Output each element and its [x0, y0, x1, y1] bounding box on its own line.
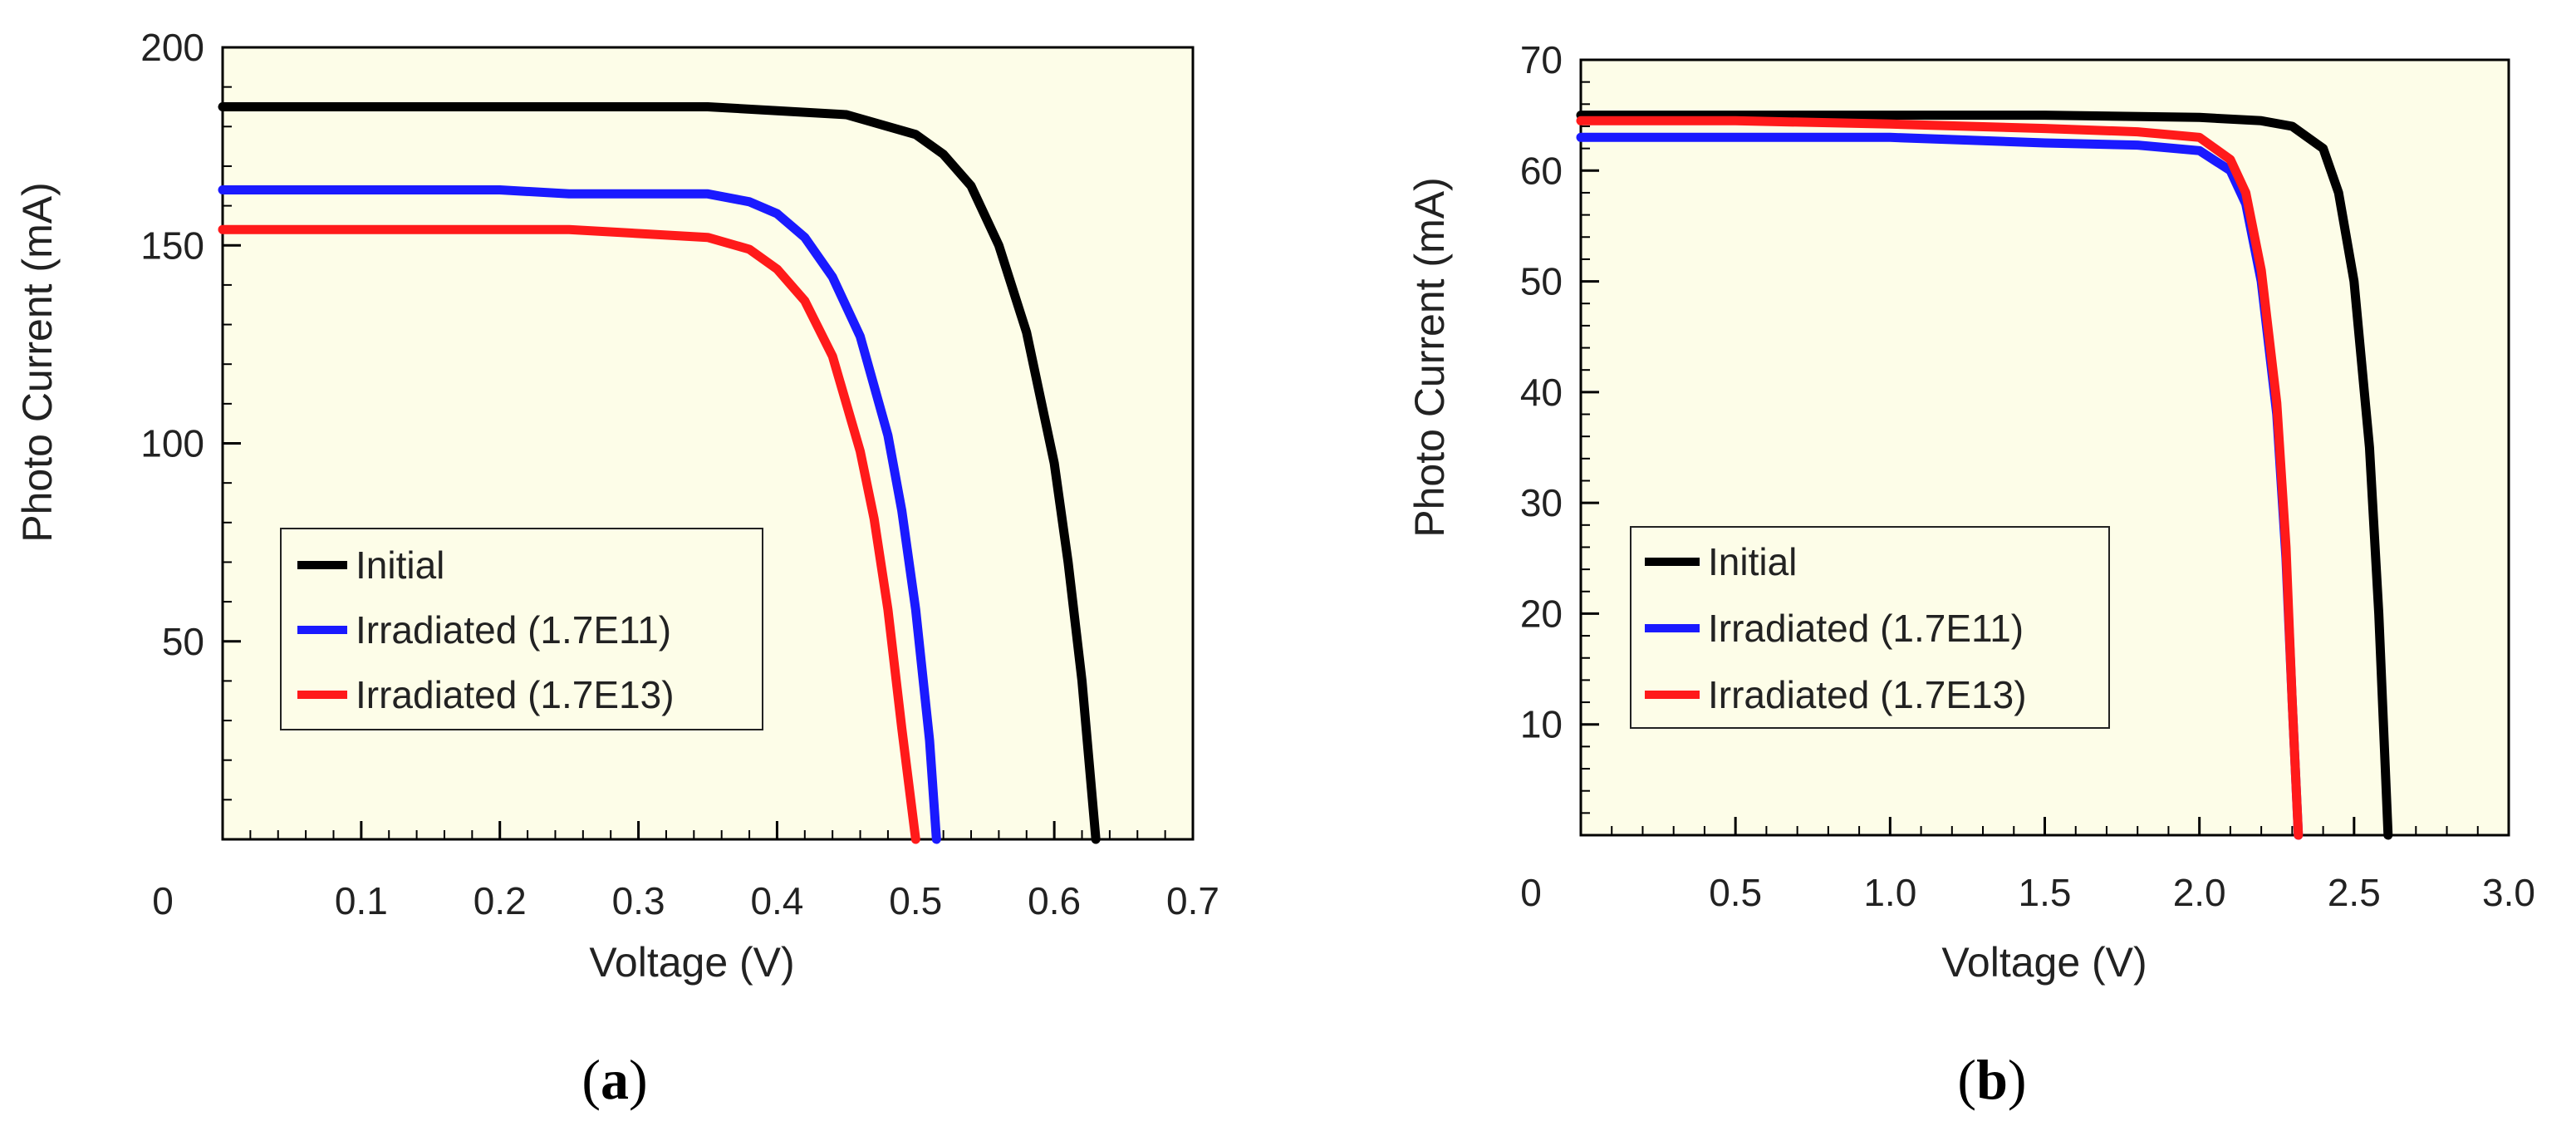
x-tick-label: 3.0	[2482, 871, 2535, 914]
origin-label-a: 0	[152, 879, 174, 922]
chart-panel-b: 0 0.5 1.0 1.5 2.0 2.5 3.0 10 20 30 40 50 60 70 Volt…	[1406, 38, 2535, 1111]
x-axis-title-b: Voltage (V)	[1941, 939, 2147, 986]
series-group-a	[218, 102, 1101, 844]
series-line-irradiated-1-7e11	[218, 185, 941, 844]
y-tick-labels-b: 10 20 30 40 50 60 70	[1520, 38, 1563, 746]
series-line-irradiated-1-7e13	[1576, 116, 2304, 840]
x-tick-label: 1.5	[2019, 871, 2072, 914]
y-tick-label: 200	[140, 26, 204, 69]
y-tick-label: 20	[1520, 592, 1563, 635]
legend-a: Initial Irradiated (1.7E11) Irradiated (…	[280, 528, 763, 730]
legend-label-initial-a: Initial	[356, 543, 444, 587]
legend-box-b	[1630, 526, 2110, 729]
ticks-b	[1581, 58, 2510, 835]
x-tick-label: 0.6	[1028, 879, 1081, 922]
legend-label-e11-b: Irradiated (1.7E11)	[1708, 607, 2024, 650]
y-tick-label: 30	[1520, 481, 1563, 524]
legend-label-initial-b: Initial	[1708, 540, 1797, 583]
panel-letter-a: a	[601, 1048, 629, 1111]
y-axis-title-a: Photo Current (mA)	[14, 182, 61, 542]
legend-b: Initial Irradiated (1.7E11) Irradiated (…	[1630, 526, 2110, 729]
y-tick-label: 150	[140, 224, 204, 267]
x-tick-label: 0.3	[612, 879, 665, 922]
x-tick-labels-b: 0.5 1.0 1.5 2.0 2.5 3.0	[1709, 871, 2535, 914]
x-tick-labels-a: 0.1 0.2 0.3 0.4 0.5 0.6 0.7	[335, 879, 1219, 922]
y-tick-label: 50	[1520, 260, 1563, 303]
y-tick-label: 70	[1520, 38, 1563, 81]
panel-letter-b: b	[1976, 1048, 2008, 1111]
x-tick-label: 1.0	[1863, 871, 1916, 914]
legend-box-a	[280, 528, 763, 730]
x-tick-label: 0.2	[473, 879, 527, 922]
y-axis-title-b: Photo Current (mA)	[1406, 177, 1453, 537]
series-line-initial	[1576, 111, 2393, 840]
x-tick-label: 2.0	[2173, 871, 2226, 914]
series-group-b	[1576, 111, 2393, 840]
x-axis-title-a: Voltage (V)	[589, 939, 794, 986]
series-line-initial	[218, 102, 1101, 844]
x-tick-label: 0.5	[1709, 871, 1762, 914]
legend-label-e13-b: Irradiated (1.7E13)	[1708, 673, 2027, 716]
legend-label-e11-a: Irradiated (1.7E11)	[356, 608, 671, 652]
y-tick-label: 40	[1520, 371, 1563, 414]
chart-panel-a: 0 0.1 0.2 0.3 0.4 0.5 0.6 0.7 50 100 150 200 Volt…	[14, 26, 1219, 1111]
x-tick-label: 0.1	[335, 879, 388, 922]
y-tick-label: 100	[140, 422, 204, 465]
x-tick-label: 0.5	[889, 879, 942, 922]
y-tick-label: 50	[162, 620, 204, 663]
series-line-irradiated-1-7e13	[218, 224, 920, 844]
x-tick-label: 2.5	[2328, 871, 2381, 914]
x-tick-label: 0.7	[1166, 879, 1219, 922]
y-tick-label: 10	[1520, 703, 1563, 746]
y-tick-label: 60	[1520, 149, 1563, 192]
x-tick-label: 0.4	[750, 879, 803, 922]
legend-label-e13-a: Irradiated (1.7E13)	[356, 673, 675, 716]
y-tick-labels-a: 50 100 150 200	[140, 26, 204, 663]
panel-label-a: (a)	[581, 1048, 647, 1111]
origin-label-b: 0	[1520, 871, 1542, 914]
panel-label-b: (b)	[1957, 1048, 2026, 1111]
